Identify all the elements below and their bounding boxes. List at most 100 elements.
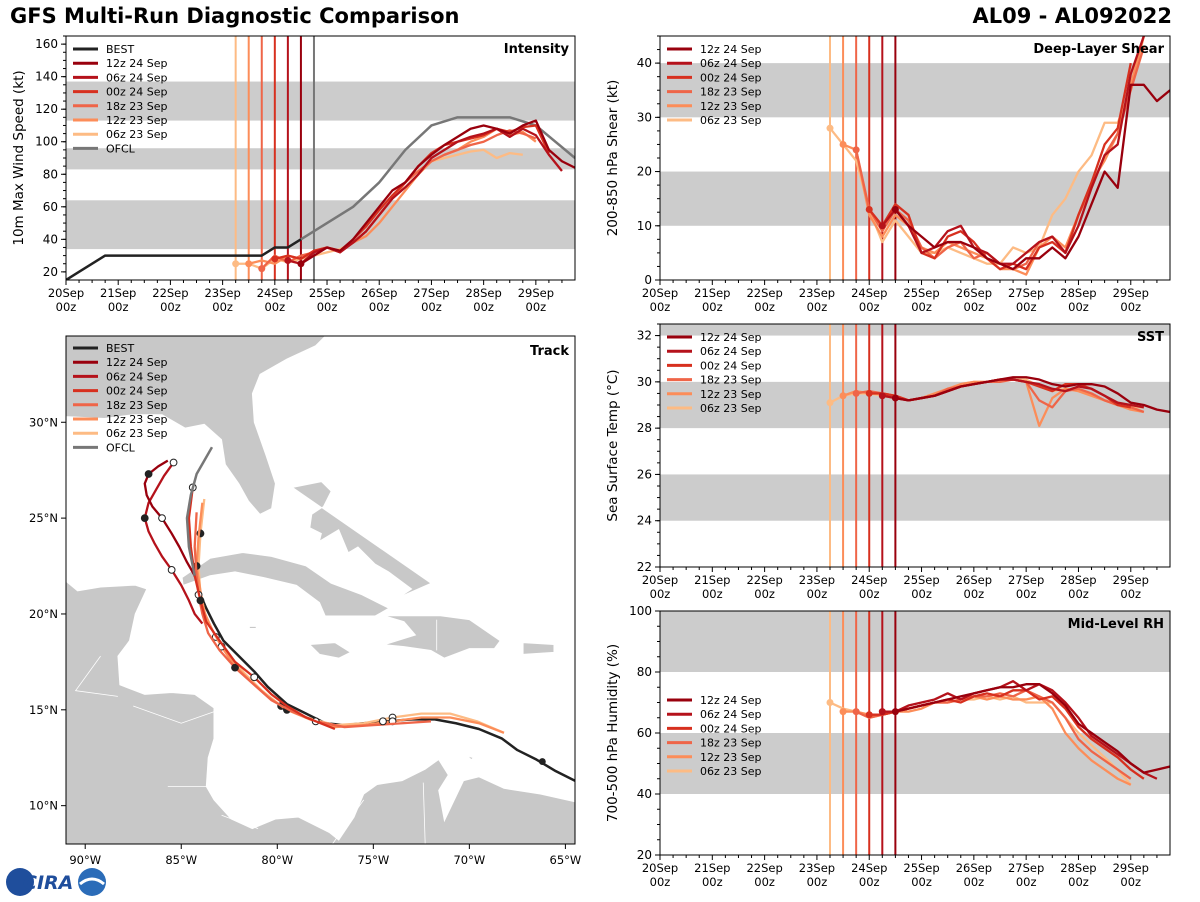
x-tick-label: 22Sep — [746, 573, 782, 587]
legend-label: 06z 24 Sep — [106, 71, 168, 84]
track-position-marker — [140, 514, 149, 523]
series-start-marker — [232, 260, 240, 268]
y-axis-label: Sea Surface Temp (°C) — [605, 369, 621, 521]
panel-sst: 22242628303220Sep00z21Sep00z22Sep00z23Se… — [605, 323, 1171, 601]
y-tick-label: 20 — [637, 848, 652, 862]
x-tick-label: 28Sep — [1060, 286, 1096, 300]
legend-label: 06z 23 Sep — [106, 128, 168, 141]
page-title-right: AL09 - AL092022 — [972, 4, 1173, 28]
country-border — [331, 799, 365, 844]
country-border — [422, 782, 427, 844]
map-frame — [65, 335, 576, 845]
logo-image: CIRA — [6, 868, 106, 896]
series-start-marker — [878, 222, 886, 230]
legend-label: 12z 23 Sep — [106, 413, 168, 426]
country-border — [221, 814, 259, 830]
central-south-america-land — [66, 580, 575, 844]
legend-label: 12z 23 Sep — [700, 100, 762, 113]
y-axis-label: 200-850 hPa Shear (kt) — [605, 80, 621, 237]
x-tick-label: 00z — [702, 587, 723, 601]
series-start-marker — [852, 146, 860, 154]
x-tick-label: 00z — [702, 300, 723, 314]
x-tick-label: 00z — [964, 587, 985, 601]
x-tick-label: 25Sep — [903, 861, 939, 875]
x-tick-label: 25Sep — [903, 286, 939, 300]
map-area — [66, 336, 575, 844]
y-tick-label: 30 — [637, 375, 652, 389]
panel-track: 90°W 85°W 80°W 75°W 70°W 65°W 10°N 15°N 20°N 25°N… — [29, 335, 581, 867]
page-title-left: GFS Multi-Run Diagnostic Comparison — [10, 4, 460, 28]
lon-tick-label: 85°W — [165, 853, 197, 867]
x-tick-label: 00z — [650, 875, 671, 889]
x-tick-label: 00z — [754, 587, 775, 601]
puerto-rico-land — [522, 642, 555, 655]
x-tick-label: 22Sep — [746, 861, 782, 875]
x-tick-label: 23Sep — [799, 286, 835, 300]
y-tick-label: 0 — [644, 273, 652, 287]
legend-label: 12z 24 Sep — [700, 694, 762, 707]
track-position-marker — [169, 458, 178, 467]
series-start-marker — [297, 260, 305, 268]
panel-rh: 2040608010020Sep00z21Sep00z22Sep00z23Sep… — [605, 604, 1171, 889]
legend-label: 06z 24 Sep — [700, 57, 762, 70]
series-start-marker — [891, 394, 899, 402]
x-tick-label: 00z — [964, 300, 985, 314]
y-tick-label: 100 — [35, 135, 58, 149]
series-start-marker — [839, 140, 847, 148]
legend-label: 18z 23 Sep — [700, 737, 762, 750]
y-tick-label: 24 — [637, 514, 652, 528]
x-tick-label: 21Sep — [694, 286, 730, 300]
x-tick-label: 00z — [1068, 300, 1089, 314]
x-tick-label: 00z — [56, 300, 77, 314]
x-tick-label: 26Sep — [361, 286, 397, 300]
series-line — [868, 62, 1132, 271]
x-tick-label: 00z — [911, 875, 932, 889]
shade-band — [660, 63, 1170, 118]
y-tick-label: 80 — [637, 665, 652, 679]
y-tick-label: 60 — [43, 200, 58, 214]
legend-label: 06z 23 Sep — [106, 427, 168, 440]
track-line — [143, 461, 204, 625]
track-position-marker — [196, 596, 205, 605]
x-tick-label: 24Sep — [851, 573, 887, 587]
panel-title: Intensity — [504, 42, 570, 57]
legend-label: 18z 23 Sep — [106, 399, 168, 412]
panel-title: SST — [1137, 330, 1164, 345]
legend-label: 18z 23 Sep — [106, 100, 168, 113]
y-tick-label: 140 — [35, 70, 58, 84]
x-tick-label: 00z — [264, 300, 285, 314]
x-tick-label: 00z — [421, 300, 442, 314]
x-tick-label: 20Sep — [48, 286, 84, 300]
y-tick-label: 100 — [629, 604, 652, 618]
x-tick-label: 29Sep — [1113, 861, 1149, 875]
y-tick-label: 10 — [637, 219, 652, 233]
panel-title: Deep-Layer Shear — [1033, 42, 1164, 57]
x-tick-label: 29Sep — [1113, 573, 1149, 587]
x-tick-label: 00z — [369, 300, 390, 314]
x-tick-label: 28Sep — [1060, 861, 1096, 875]
cira-logo: CIRA — [4, 866, 108, 898]
series-start-marker — [839, 708, 847, 716]
bahamas-land — [291, 481, 432, 598]
aruba-land — [467, 755, 474, 761]
shade-band — [660, 733, 1170, 794]
series-start-marker — [284, 256, 292, 264]
y-tick-label: 30 — [637, 110, 652, 124]
x-tick-label: 25Sep — [309, 286, 345, 300]
track-line — [187, 487, 336, 731]
series-line — [300, 119, 575, 265]
x-tick-label: 00z — [859, 300, 880, 314]
shade-band — [660, 324, 1170, 336]
x-tick-label: 24Sep — [851, 286, 887, 300]
series-start-marker — [865, 206, 873, 214]
x-tick-label: 00z — [1120, 587, 1141, 601]
x-tick-label: 00z — [859, 875, 880, 889]
series-start-marker — [826, 399, 834, 407]
lon-tick-label: 70°W — [453, 853, 485, 867]
x-tick-label: 29Sep — [1113, 286, 1149, 300]
legend-label: 12z 23 Sep — [700, 751, 762, 764]
x-tick-label: 20Sep — [642, 286, 678, 300]
track-position-marker — [158, 514, 166, 523]
